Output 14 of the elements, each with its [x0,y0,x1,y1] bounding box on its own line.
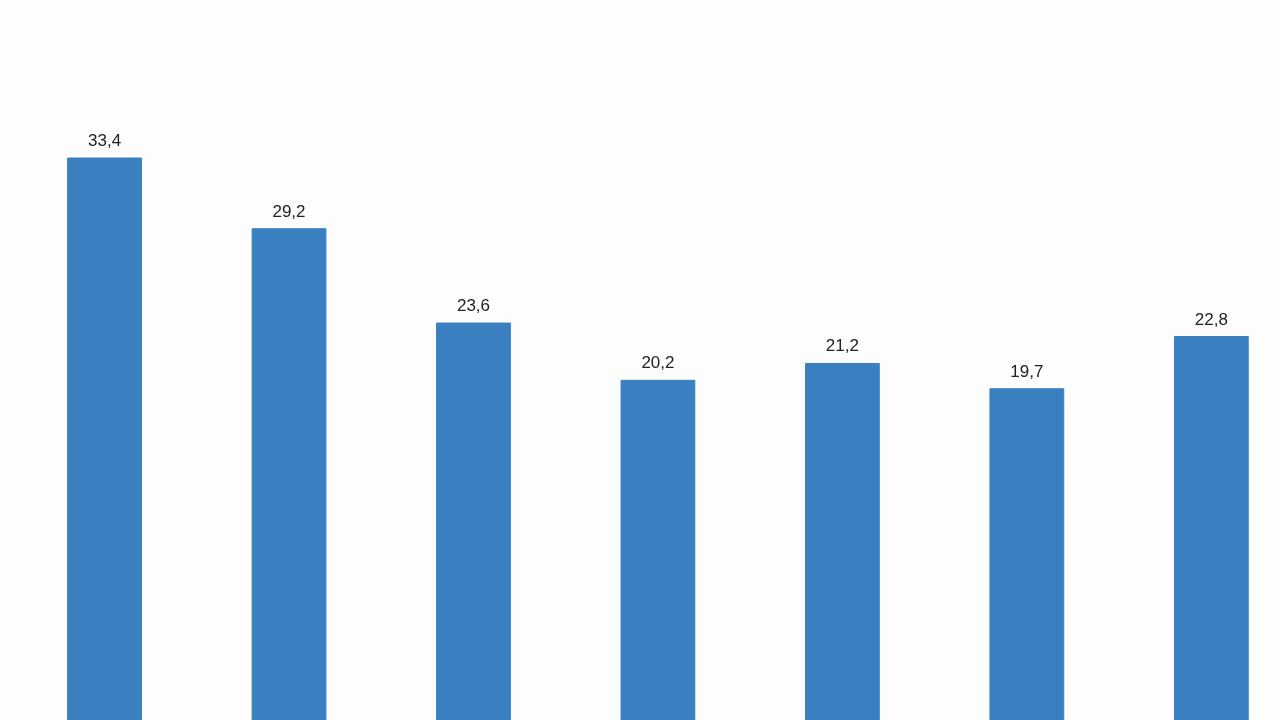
data-label: 29,2 [272,201,306,221]
bar [436,322,511,720]
data-label: 22,8 [1194,309,1228,329]
data-label: 20,2 [641,353,675,373]
bar [805,362,880,720]
bar [989,388,1065,720]
data-label: 23,6 [456,296,491,316]
bar [620,379,696,720]
bar [1173,336,1249,720]
data-label: 19,7 [1010,361,1044,381]
data-label: 33,4 [87,131,122,150]
bar [67,157,142,720]
data-label: 21,2 [825,336,859,356]
bar [251,228,327,720]
